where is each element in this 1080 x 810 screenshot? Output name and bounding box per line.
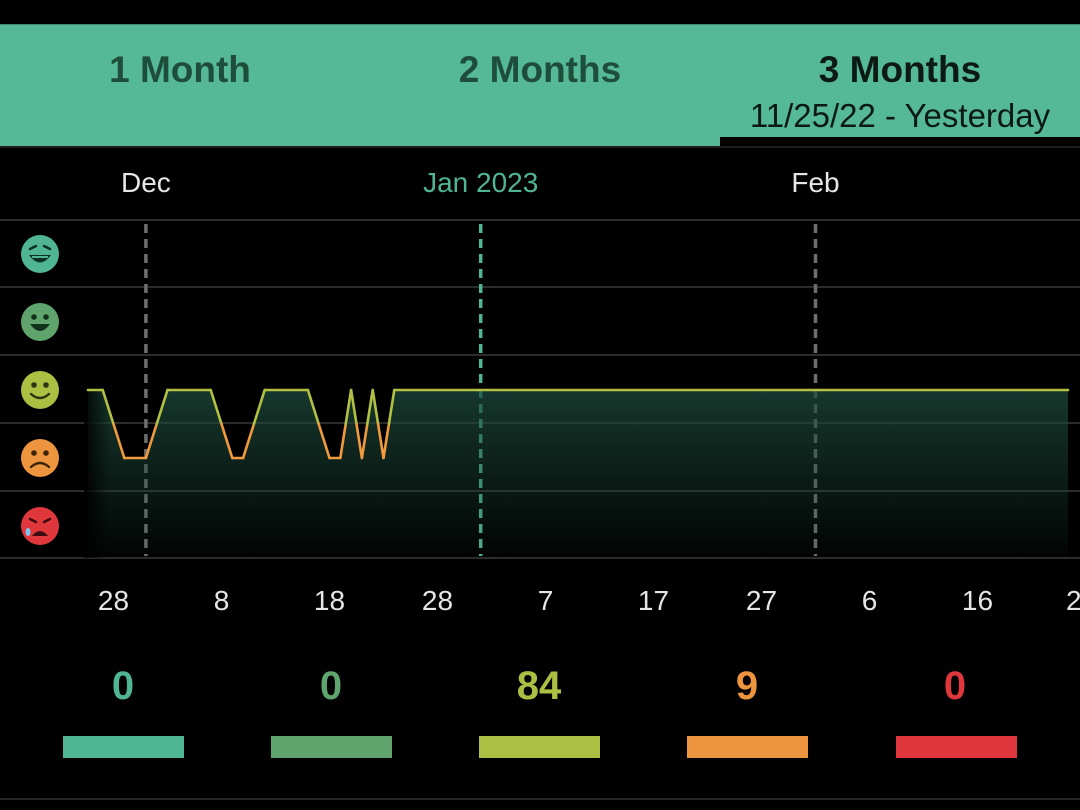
tab-label: 3 Months — [818, 49, 982, 90]
month-label: Dec — [121, 167, 171, 198]
mood-line-segment — [101, 388, 115, 426]
swatch-good — [271, 736, 392, 758]
mood-awful-icon — [21, 507, 59, 545]
mood-line-segment — [338, 422, 348, 460]
swatch-bad — [687, 736, 808, 758]
mood-line-segment — [371, 388, 380, 426]
tab-1-month[interactable]: 1 Month — [0, 25, 360, 147]
active-tab-indicator — [720, 137, 1080, 147]
mood-line-segment — [317, 422, 331, 460]
x-tick-label: 7 — [538, 585, 554, 616]
mood-line-segment — [144, 422, 158, 460]
x-tick-label: 16 — [962, 585, 993, 616]
count-rad: 0 — [111, 664, 135, 708]
tab-label: 1 Month — [109, 49, 251, 90]
mood-line-segment — [349, 388, 358, 426]
tab-label: 2 Months — [458, 49, 622, 90]
mood-line-segment — [355, 422, 364, 460]
mood-line-segment — [306, 388, 321, 426]
x-tick-label: 18 — [314, 585, 345, 616]
swatch-awful — [896, 736, 1017, 758]
mood-bad-icon — [21, 439, 59, 477]
mood-line-segment — [155, 388, 169, 426]
tab-2-months[interactable]: 2 Months — [360, 25, 720, 147]
mood-summary: 0 0 84 9 0 — [0, 650, 1080, 780]
mood-rad-icon — [21, 235, 59, 273]
mood-line-segment — [382, 422, 391, 460]
bottom-divider — [0, 798, 1080, 800]
count-awful: 0 — [943, 664, 967, 708]
tab-3-months[interactable]: 3 Months 11/25/22 - Yesterday — [720, 25, 1080, 147]
mood-line-segment — [241, 422, 256, 460]
swatch-rad — [63, 736, 184, 758]
mood-line-segment — [344, 388, 353, 426]
mood-line-segment — [112, 422, 126, 460]
x-tick-label: 28 — [422, 585, 453, 616]
swatch-meh — [479, 736, 600, 758]
mood-line-segment — [209, 388, 223, 426]
mood-line-segment — [252, 388, 267, 426]
mood-chart[interactable]: Dec Jan 2023 Feb 28 8 18 28 7 17 27 6 16 2 — [0, 148, 1080, 650]
mood-line-segment — [365, 388, 375, 426]
tab-divider — [0, 146, 1080, 148]
x-tick-label: 17 — [638, 585, 669, 616]
month-label: Jan 2023 — [423, 167, 538, 198]
mood-line-segment — [220, 422, 234, 460]
count-bad: 9 — [735, 664, 759, 708]
mood-good-icon — [21, 303, 59, 341]
count-good: 0 — [319, 664, 343, 708]
mood-meh-icon — [21, 371, 59, 409]
period-tabs: 1 Month 2 Months 3 Months 11/25/22 - Yes… — [0, 24, 1080, 147]
x-tick-label: 27 — [746, 585, 777, 616]
mood-line-segment — [387, 388, 396, 426]
x-tick-label: 2 — [1066, 585, 1080, 616]
x-tick-label: 28 — [98, 585, 129, 616]
mood-line-segment — [360, 422, 369, 460]
x-tick-label: 6 — [862, 585, 878, 616]
mood-area-fill — [88, 390, 1068, 558]
month-label: Feb — [791, 167, 839, 198]
mood-line-segment — [376, 422, 385, 460]
count-meh: 84 — [516, 664, 562, 708]
x-tick-label: 8 — [214, 585, 230, 616]
tab-date-range: 11/25/22 - Yesterday — [749, 97, 1051, 134]
